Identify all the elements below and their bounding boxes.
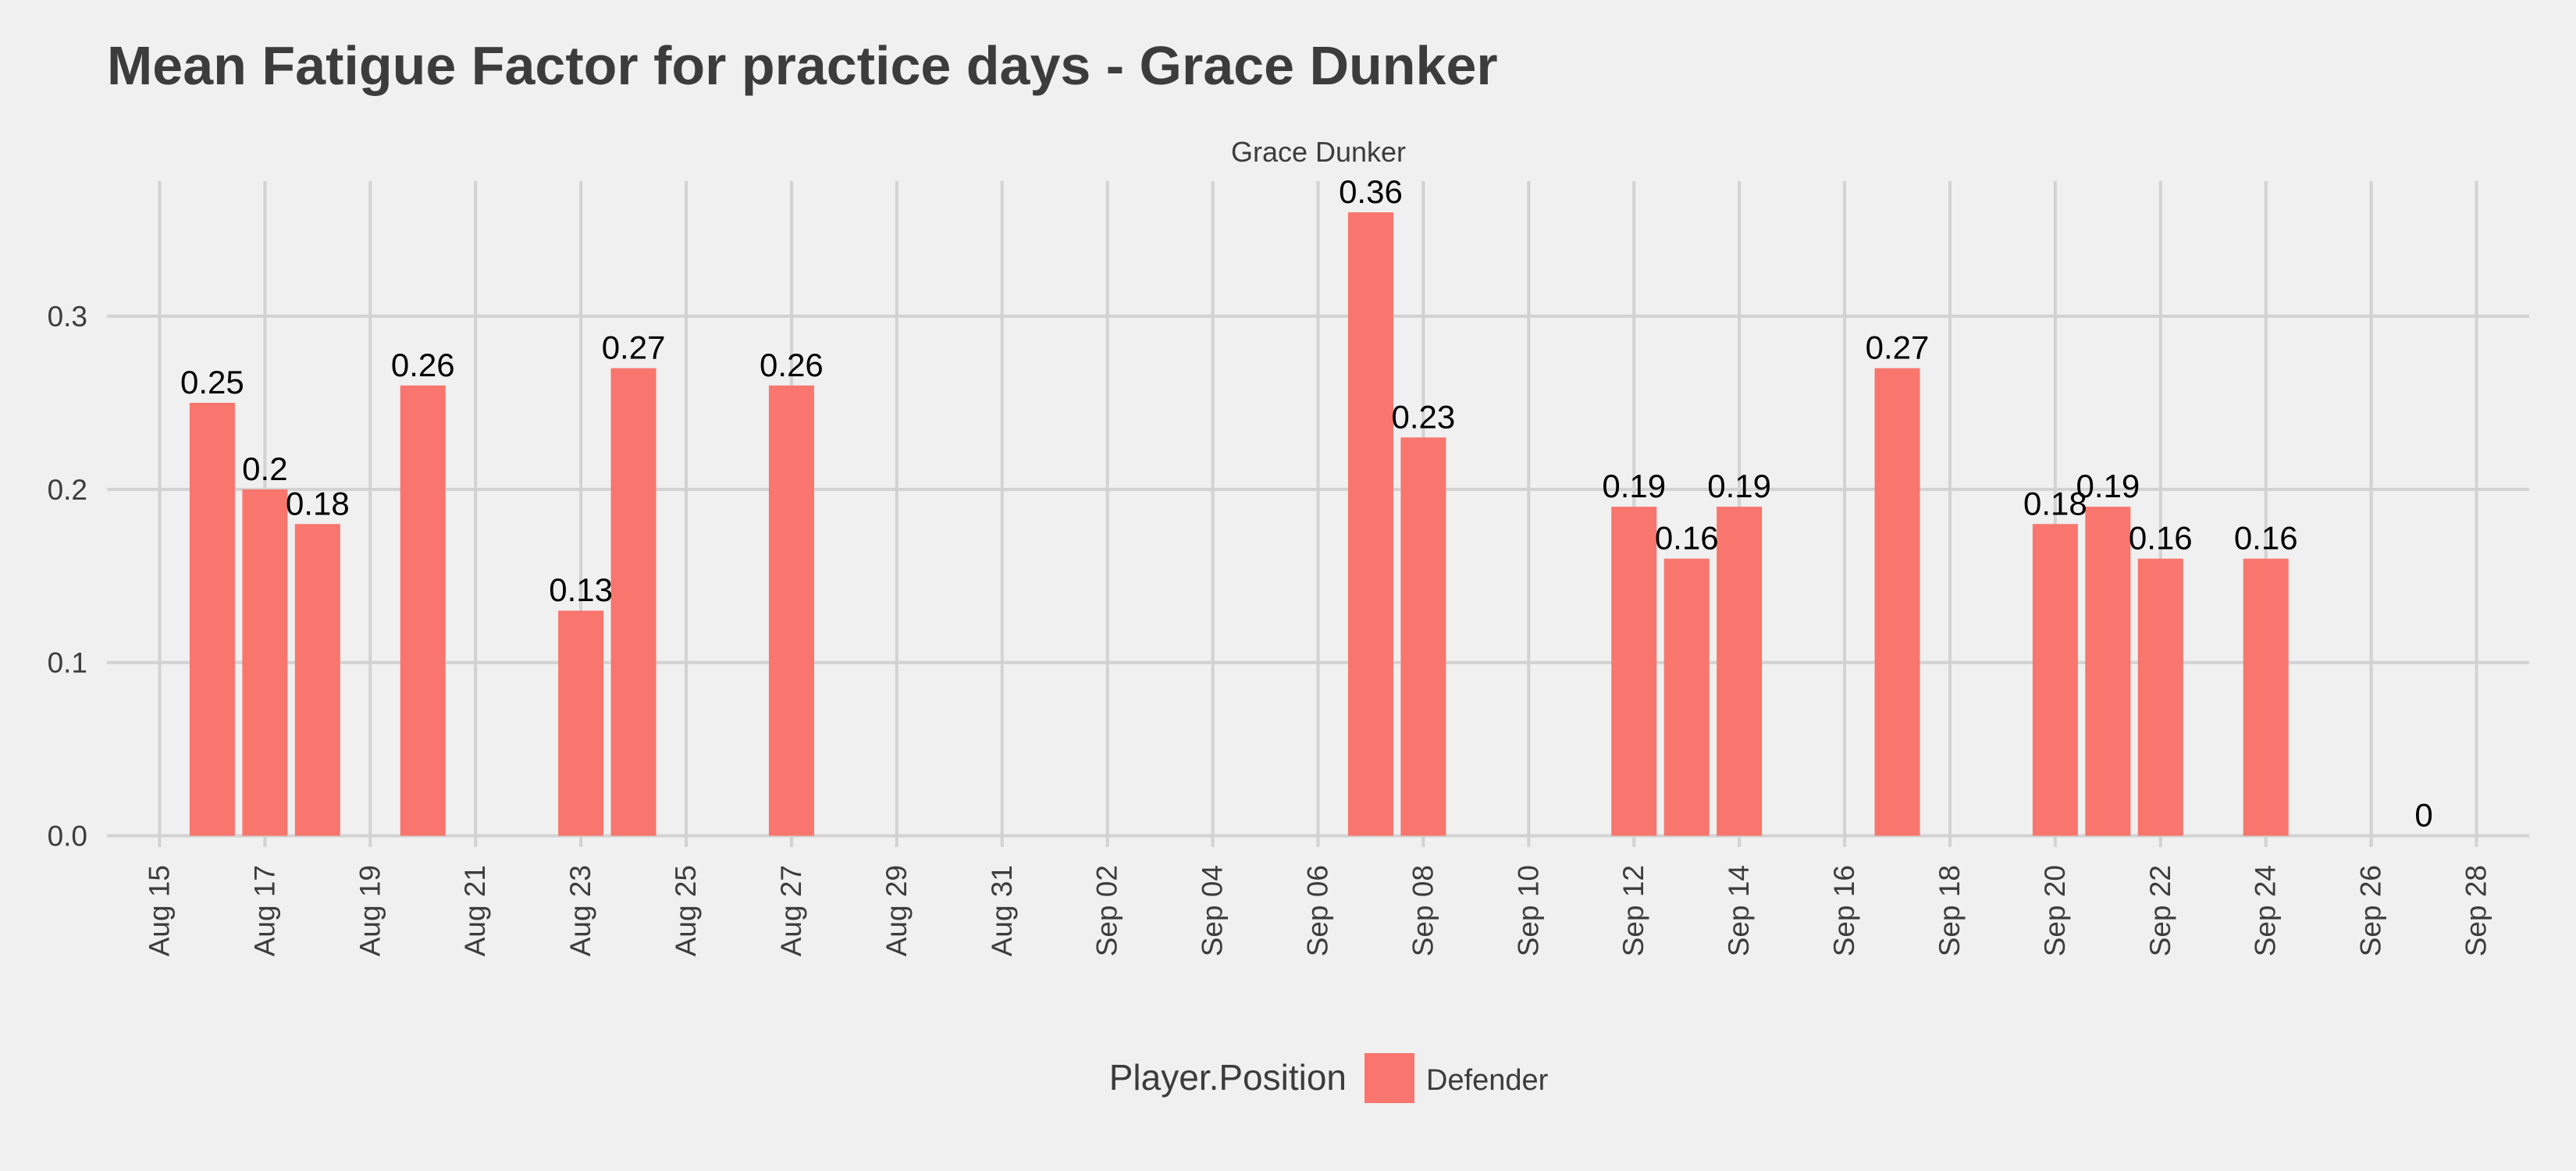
- data-label-2019-09-08: 0.23: [1392, 398, 1456, 435]
- data-label-2019-08-27: 0.26: [760, 347, 824, 383]
- data-label-2019-09-14: 0.19: [1707, 468, 1771, 504]
- x-tick-label-9: Sep 02: [1091, 865, 1123, 956]
- x-tick-label-18: Sep 20: [2039, 865, 2071, 956]
- data-label-2019-09-24: 0.16: [2234, 520, 2298, 557]
- data-labels: 0.250.20.180.260.130.27 0.260.360.230.190…: [180, 173, 2433, 834]
- data-label-2019-09-22: 0.16: [2129, 520, 2193, 557]
- facet-label: Grace Dunker: [1231, 136, 1406, 168]
- bar-2019-09-12: [1611, 507, 1657, 836]
- chart-title: Mean Fatigue Factor for practice days - …: [107, 35, 1498, 96]
- bar-2019-09-13: [1663, 558, 1710, 836]
- x-tick-label-11: Sep 06: [1302, 865, 1334, 956]
- x-tick-label-15: Sep 14: [1723, 865, 1755, 956]
- bar-2019-08-20: [400, 385, 446, 836]
- data-label-2019-08-20: 0.26: [391, 347, 455, 383]
- x-tick-label-10: Sep 04: [1197, 865, 1229, 956]
- legend-title: Player.Position: [1109, 1057, 1347, 1098]
- y-axis-tick-labels: 0.0 0.1 0.2 0.3: [48, 301, 87, 852]
- data-label-2019-08-17: 0.2: [242, 450, 287, 487]
- x-tick-label-19: Sep 22: [2144, 865, 2176, 956]
- x-tick-label-14: Sep 12: [1617, 865, 1649, 956]
- legend-swatch-defender: [1364, 1053, 1414, 1103]
- bar-2019-09-22: [2137, 558, 2183, 836]
- x-axis-tick-labels: Aug 15 Aug 17 Aug 19 Aug 21 Aug 23 Aug 25 Aug …: [143, 865, 2492, 956]
- bar-2019-08-17: [242, 489, 288, 836]
- bar-2019-08-27: [768, 385, 814, 836]
- data-label-2019-09-13: 0.16: [1655, 520, 1719, 557]
- x-tick-label-21: Sep 26: [2355, 865, 2387, 956]
- bar-2019-08-23: [558, 610, 604, 836]
- data-label-2019-08-23: 0.13: [549, 571, 613, 608]
- data-label-2019-09-27: 0: [2414, 797, 2432, 834]
- y-tick-label-2: 0.2: [48, 474, 87, 506]
- data-label-2019-08-24: 0.27: [602, 329, 666, 366]
- x-tick-label-8: Aug 31: [986, 865, 1018, 956]
- bars: [189, 212, 2289, 836]
- bar-2019-08-24: [610, 368, 656, 836]
- data-label-2019-09-07: 0.36: [1339, 173, 1403, 210]
- x-tick-label-4: Aug 23: [564, 865, 596, 956]
- x-tick-label-22: Sep 28: [2460, 865, 2492, 956]
- bar-2019-09-07: [1347, 212, 1393, 836]
- x-tick-label-3: Aug 21: [459, 865, 491, 956]
- data-label-2019-09-17: 0.27: [1866, 329, 1930, 366]
- bar-2019-09-08: [1400, 437, 1446, 836]
- bar-2019-09-21: [2085, 507, 2131, 836]
- x-tick-label-7: Aug 29: [881, 865, 913, 956]
- bar-2019-08-16: [189, 402, 235, 836]
- data-label-2019-09-21: 0.19: [2076, 468, 2140, 504]
- bar-2019-09-17: [1874, 368, 1920, 836]
- data-label-2019-08-16: 0.25: [180, 364, 244, 400]
- x-tick-label-2: Aug 19: [354, 865, 386, 956]
- bar-2019-09-20: [2032, 524, 2078, 836]
- legend: Player.Position Defender: [1109, 1053, 1549, 1103]
- y-tick-label-3: 0.3: [48, 301, 87, 333]
- bar-2019-09-24: [2243, 558, 2289, 836]
- x-tick-label-1: Aug 17: [248, 865, 280, 956]
- x-tick-label-13: Sep 10: [1512, 865, 1544, 956]
- y-tick-label-1: 0.1: [48, 647, 87, 679]
- x-tick-label-6: Aug 27: [775, 865, 807, 956]
- x-tick-label-0: Aug 15: [143, 865, 175, 956]
- x-tick-label-20: Sep 24: [2250, 865, 2282, 956]
- data-label-2019-08-18: 0.18: [286, 485, 350, 521]
- y-tick-label-0: 0.0: [48, 820, 87, 852]
- x-tick-label-16: Sep 16: [1828, 865, 1860, 956]
- x-tick-label-5: Aug 25: [670, 865, 702, 956]
- x-tick-label-17: Sep 18: [1934, 865, 1966, 956]
- x-tick-label-12: Sep 08: [1407, 865, 1439, 956]
- data-label-2019-09-20: 0.18: [2023, 485, 2087, 521]
- data-label-2019-09-12: 0.19: [1602, 468, 1666, 504]
- bar-2019-08-18: [294, 524, 340, 836]
- legend-label-defender: Defender: [1426, 1064, 1549, 1097]
- bar-2019-09-14: [1717, 507, 1763, 836]
